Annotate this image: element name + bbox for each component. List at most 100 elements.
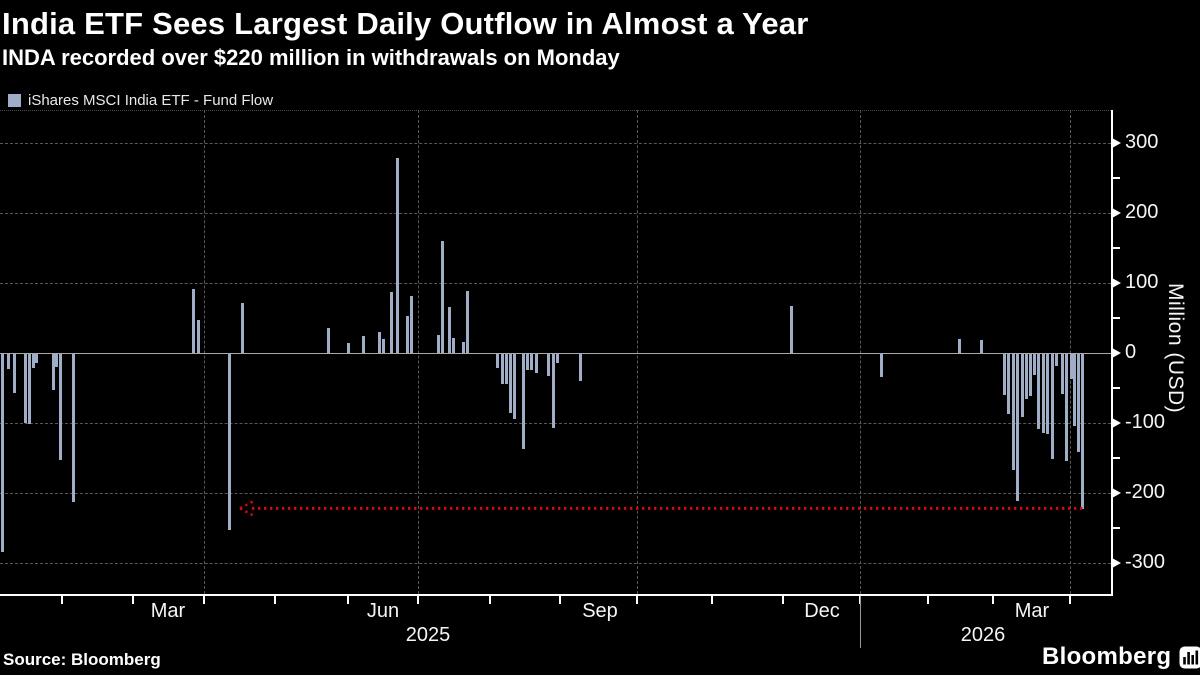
bar	[1016, 354, 1019, 501]
x-axis-tick	[61, 595, 63, 604]
bar	[1081, 354, 1084, 510]
h-gridline	[0, 213, 1111, 214]
x-axis-tick	[927, 595, 929, 604]
bar	[441, 241, 444, 353]
bloomberg-terminal-icon	[1179, 646, 1200, 668]
bloomberg-logo: Bloomberg	[1042, 643, 1200, 671]
y-axis-tick-label: -200	[1125, 481, 1166, 503]
bar	[1051, 354, 1054, 459]
bar	[1, 354, 4, 553]
bar	[59, 354, 62, 461]
bar	[505, 354, 508, 385]
x-axis-tick	[559, 595, 561, 604]
v-gridline	[204, 110, 205, 594]
y-axis-tick-label: 100	[1125, 271, 1159, 293]
bar	[1070, 354, 1073, 379]
bar	[406, 315, 409, 353]
x-axis-month-label: Dec	[804, 600, 840, 622]
y-axis-minor-tick	[1112, 177, 1120, 179]
h-gridline	[0, 423, 1111, 424]
bar	[1025, 354, 1028, 399]
bloomberg-wordmark: Bloomberg	[1042, 643, 1172, 670]
x-axis-month-label: Mar	[1014, 600, 1050, 622]
bar	[958, 339, 961, 353]
bar	[1033, 354, 1036, 375]
bar	[362, 335, 365, 353]
page-subtitle: INDA recorded over $220 million in withd…	[2, 45, 620, 70]
bar	[1007, 354, 1010, 415]
bar	[52, 354, 55, 391]
bar	[1055, 354, 1058, 366]
y-axis-minor-tick	[1112, 387, 1120, 389]
x-axis-tick	[782, 595, 784, 604]
bar	[7, 354, 10, 369]
bar	[496, 354, 499, 368]
bar	[466, 290, 469, 353]
bar	[1046, 354, 1049, 434]
legend-swatch-icon	[8, 94, 21, 107]
x-axis-tick	[132, 595, 134, 604]
legend-label: iShares MSCI India ETF - Fund Flow	[28, 92, 274, 109]
y-axis-tick-label: -100	[1125, 411, 1166, 433]
bar	[28, 354, 31, 424]
x-axis-tick	[417, 595, 419, 604]
bar	[228, 354, 231, 531]
bar	[35, 354, 38, 364]
bar	[1037, 354, 1040, 429]
bar	[448, 306, 451, 353]
bar	[1029, 354, 1032, 396]
bar	[547, 354, 550, 377]
bar	[526, 354, 529, 371]
y-axis-major-tick	[1112, 348, 1121, 358]
y-axis-major-tick	[1112, 558, 1121, 568]
x-axis-tick	[992, 595, 994, 604]
bar	[980, 339, 983, 353]
bar	[880, 354, 883, 378]
bar	[462, 341, 465, 353]
year-divider-line	[860, 596, 861, 648]
bar	[452, 337, 455, 353]
bar	[556, 354, 559, 364]
x-axis-tick	[711, 595, 713, 604]
v-gridline	[1070, 110, 1071, 594]
bar	[396, 157, 399, 353]
bar	[530, 354, 533, 371]
zero-baseline	[0, 353, 1111, 354]
bar	[535, 354, 538, 373]
bar	[1021, 354, 1024, 417]
bar	[1003, 354, 1006, 395]
x-axis-tick	[203, 595, 205, 604]
y-axis-tick-label: -300	[1125, 551, 1166, 573]
bar	[32, 354, 35, 368]
bar	[1061, 354, 1064, 394]
x-axis-month-label: Jun	[366, 600, 400, 622]
bar	[241, 302, 244, 353]
bar	[1073, 354, 1076, 427]
x-axis-month-label: Mar	[150, 600, 186, 622]
bar	[390, 292, 393, 353]
bar	[197, 320, 200, 353]
v-gridline	[418, 110, 419, 594]
x-axis-month-label: Sep	[582, 600, 618, 622]
v-gridline	[860, 110, 861, 594]
x-axis-tick	[274, 595, 276, 604]
y-axis-title: Million (USD)	[1164, 283, 1187, 414]
source-note: Source: Bloomberg	[3, 650, 161, 669]
x-axis-tick	[1069, 595, 1071, 604]
bar	[24, 354, 27, 423]
y-axis-tick-label: 200	[1125, 201, 1159, 223]
bar	[327, 327, 330, 353]
bar	[522, 354, 525, 449]
y-axis-minor-tick	[1112, 527, 1120, 529]
bar	[437, 334, 440, 353]
x-axis-tick	[489, 595, 491, 604]
bar	[579, 354, 582, 381]
x-axis-year-label: 2025	[405, 624, 451, 646]
h-gridline	[0, 493, 1111, 494]
legend: iShares MSCI India ETF - Fund Flow	[8, 92, 273, 109]
y-axis-major-tick	[1112, 278, 1121, 288]
bar	[790, 306, 793, 353]
bar	[378, 332, 381, 353]
